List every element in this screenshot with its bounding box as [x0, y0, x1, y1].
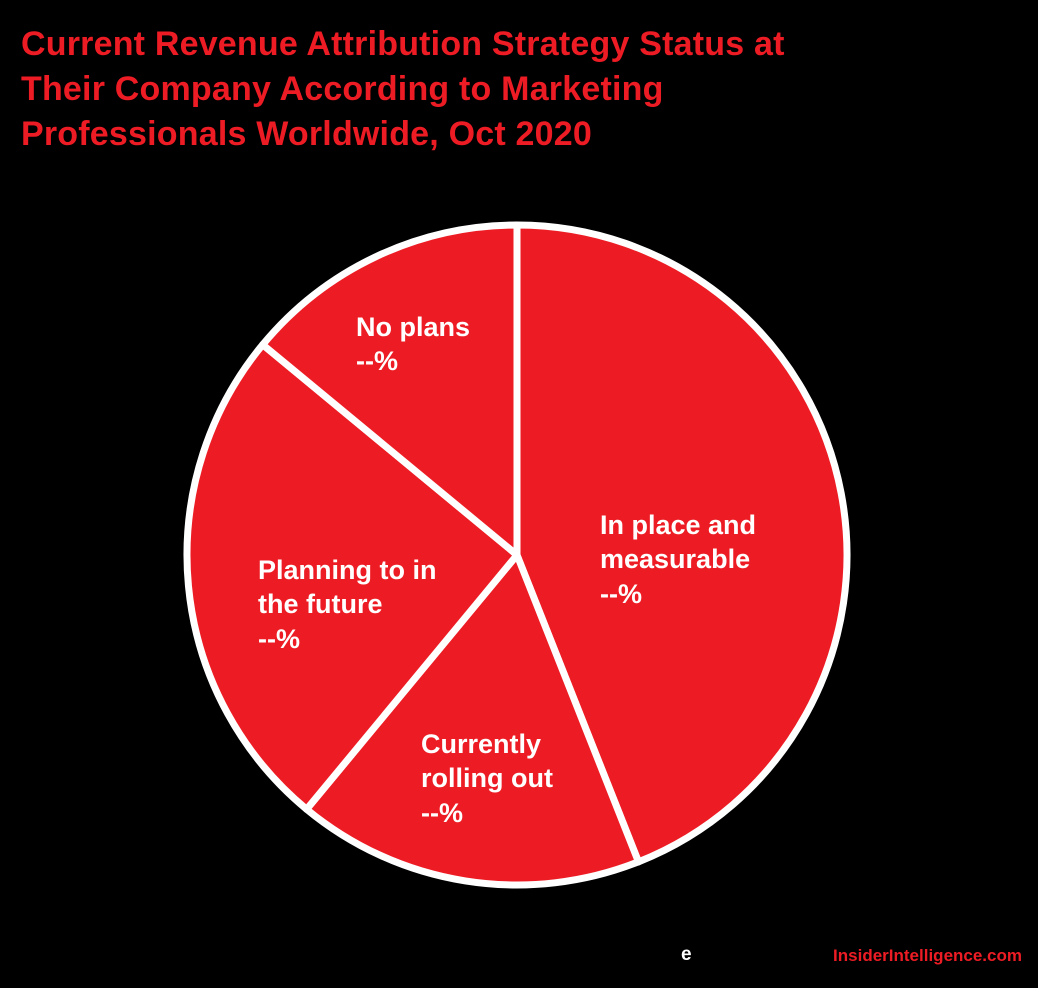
pie-slice-in-place-and-measurable[interactable]: [513, 221, 851, 866]
chart-title: Current Revenue Attribution Strategy Sta…: [21, 25, 785, 153]
brand-link[interactable]: InsiderIntelligence.com: [833, 946, 1022, 965]
pie-slice-currently-rolling-out[interactable]: [303, 551, 642, 889]
pie-slice-no-plans[interactable]: [259, 221, 521, 559]
pie-slice-planning-to-in-the-future[interactable]: [183, 341, 521, 813]
emarketer-logo: e: [681, 944, 692, 965]
